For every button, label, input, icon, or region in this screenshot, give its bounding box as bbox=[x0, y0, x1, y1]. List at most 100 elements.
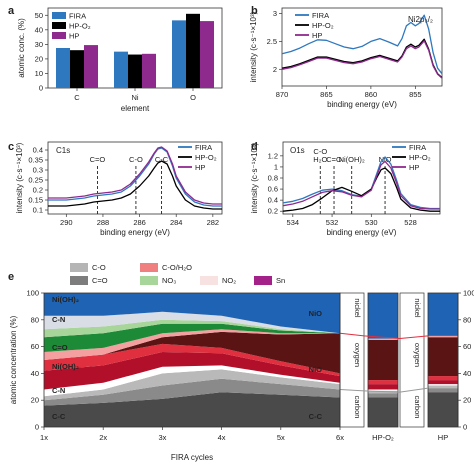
legend-label: NO₃ bbox=[162, 276, 176, 285]
layer-label: C-N bbox=[52, 386, 65, 395]
y-tick-label-right: 20 bbox=[463, 396, 471, 405]
legend-b-label: HP-O₂ bbox=[312, 21, 334, 30]
y-tick-label: 0.8 bbox=[268, 174, 278, 183]
y-tick-label: 50 bbox=[35, 11, 43, 20]
x-tick-label: 530 bbox=[365, 218, 378, 227]
panel-label-b: b bbox=[251, 5, 258, 17]
y-tick-label-right: 40 bbox=[463, 369, 471, 378]
bar-Ni-2 bbox=[142, 53, 156, 88]
peak-label: Ni(OH)₂ bbox=[339, 155, 365, 164]
bar-segment-0 bbox=[368, 338, 398, 340]
area-layer-7 bbox=[44, 329, 340, 360]
y-axis-label: intensity (c·s⁻¹×10³) bbox=[249, 11, 258, 82]
x-tick-label: 5x bbox=[277, 433, 285, 442]
x-tick-label: 870 bbox=[276, 90, 289, 99]
series-line-1 bbox=[281, 38, 443, 79]
bar-O-1 bbox=[186, 13, 200, 88]
legend-d-label: HP bbox=[409, 163, 419, 172]
bar-C-2 bbox=[84, 45, 98, 88]
panel-label-a: a bbox=[8, 5, 15, 17]
y-tick-label: 40 bbox=[35, 25, 43, 34]
plot-frame bbox=[43, 292, 341, 428]
x-tick-label: 286 bbox=[133, 218, 146, 227]
legend-swatch bbox=[70, 263, 88, 272]
x-tick-label: 284 bbox=[170, 218, 183, 227]
bar-segment-1 bbox=[428, 335, 458, 338]
area-layer-2 bbox=[44, 369, 340, 401]
bar-O-2 bbox=[200, 21, 214, 88]
y-tick-label: 100 bbox=[26, 289, 39, 298]
layer-label: C-C bbox=[309, 412, 323, 421]
panel-label-e: e bbox=[8, 271, 14, 283]
legend-b-label: FIRA bbox=[312, 11, 329, 20]
peak-label: C-C bbox=[155, 155, 169, 164]
legend-swatch bbox=[52, 22, 66, 29]
bar-segment-0 bbox=[368, 397, 398, 427]
area-layer-6 bbox=[44, 331, 340, 374]
y-tick-label: 0.15 bbox=[28, 196, 43, 205]
y-tick-label: 0 bbox=[35, 423, 39, 432]
series-line-2 bbox=[281, 40, 443, 79]
legend-label: Sn bbox=[276, 276, 285, 285]
y-tick-label: 0.35 bbox=[28, 156, 43, 165]
area-layer-11 bbox=[44, 293, 340, 334]
y-tick-label-right: 60 bbox=[463, 342, 471, 351]
x-tick-label: C bbox=[74, 93, 80, 102]
area-layer-3 bbox=[44, 365, 340, 397]
group-label-oxygen: oxygen bbox=[413, 343, 422, 367]
area-layer-4 bbox=[44, 352, 340, 390]
bar-segment-0 bbox=[368, 380, 398, 385]
bar-segment-1 bbox=[428, 376, 458, 381]
legend-swatch bbox=[140, 263, 158, 272]
bar-segment-1 bbox=[428, 380, 458, 385]
x-tick-label: 534 bbox=[287, 218, 300, 227]
x-tick-label: 855 bbox=[409, 90, 422, 99]
x-axis-label: FIRA cycles bbox=[171, 453, 213, 462]
layer-label: Ni(OH)₂ bbox=[52, 295, 79, 304]
group-label-oxygen: oxygen bbox=[353, 343, 362, 367]
legend-swatch bbox=[70, 276, 88, 285]
bar-O-0 bbox=[172, 20, 186, 89]
x-tick-label: 282 bbox=[207, 218, 220, 227]
y-axis-label: atomic conc. (%) bbox=[17, 18, 26, 78]
legend-c-label: HP bbox=[195, 163, 205, 172]
series-line-0 bbox=[48, 147, 222, 207]
area-layer-1 bbox=[44, 378, 340, 406]
bar-segment-1 bbox=[428, 388, 458, 393]
bar-Ni-1 bbox=[128, 54, 142, 88]
series-line-1 bbox=[282, 167, 440, 212]
y-tick-label-right: 100 bbox=[463, 289, 474, 298]
series-line-0 bbox=[281, 14, 443, 75]
y-tick-label: 0.2 bbox=[268, 207, 278, 216]
x-tick-label: 6x bbox=[336, 433, 344, 442]
bar-segment-0 bbox=[368, 389, 398, 391]
x-axis-label: binding energy (eV) bbox=[327, 100, 397, 109]
y-tick-label: 1.2 bbox=[268, 151, 278, 160]
y-tick-label: 0.2 bbox=[33, 186, 43, 195]
peak-label: C=O bbox=[326, 155, 342, 164]
legend-label: HP-O₂ bbox=[69, 22, 91, 31]
y-tick-label: 2.5 bbox=[267, 37, 277, 46]
bar-segment-0 bbox=[368, 390, 398, 394]
panel-annotation: Ni2p₃/₂ bbox=[408, 15, 433, 24]
legend-swatch bbox=[52, 12, 66, 19]
area-layer-9 bbox=[44, 319, 340, 338]
legend-d-label: FIRA bbox=[409, 143, 426, 152]
bar-segment-1 bbox=[428, 293, 458, 336]
y-tick-label: 3 bbox=[273, 9, 277, 18]
x-axis-label: element bbox=[121, 104, 150, 113]
x-tick-label: HP-O₂ bbox=[372, 433, 394, 442]
bar-segment-0 bbox=[368, 293, 398, 339]
legend-label: C-O bbox=[92, 263, 106, 272]
y-tick-label: 0.25 bbox=[28, 176, 43, 185]
area-layer-10 bbox=[44, 311, 340, 334]
y-tick-label: 20 bbox=[31, 396, 39, 405]
layer-label: C-N bbox=[52, 315, 65, 324]
y-tick-label: 1 bbox=[274, 162, 278, 171]
y-tick-label: 10 bbox=[35, 69, 43, 78]
y-tick-label: 30 bbox=[35, 40, 43, 49]
series-line-2 bbox=[282, 160, 440, 210]
bar-segment-1 bbox=[428, 385, 458, 389]
legend-d-label: HP-O₂ bbox=[409, 153, 431, 162]
